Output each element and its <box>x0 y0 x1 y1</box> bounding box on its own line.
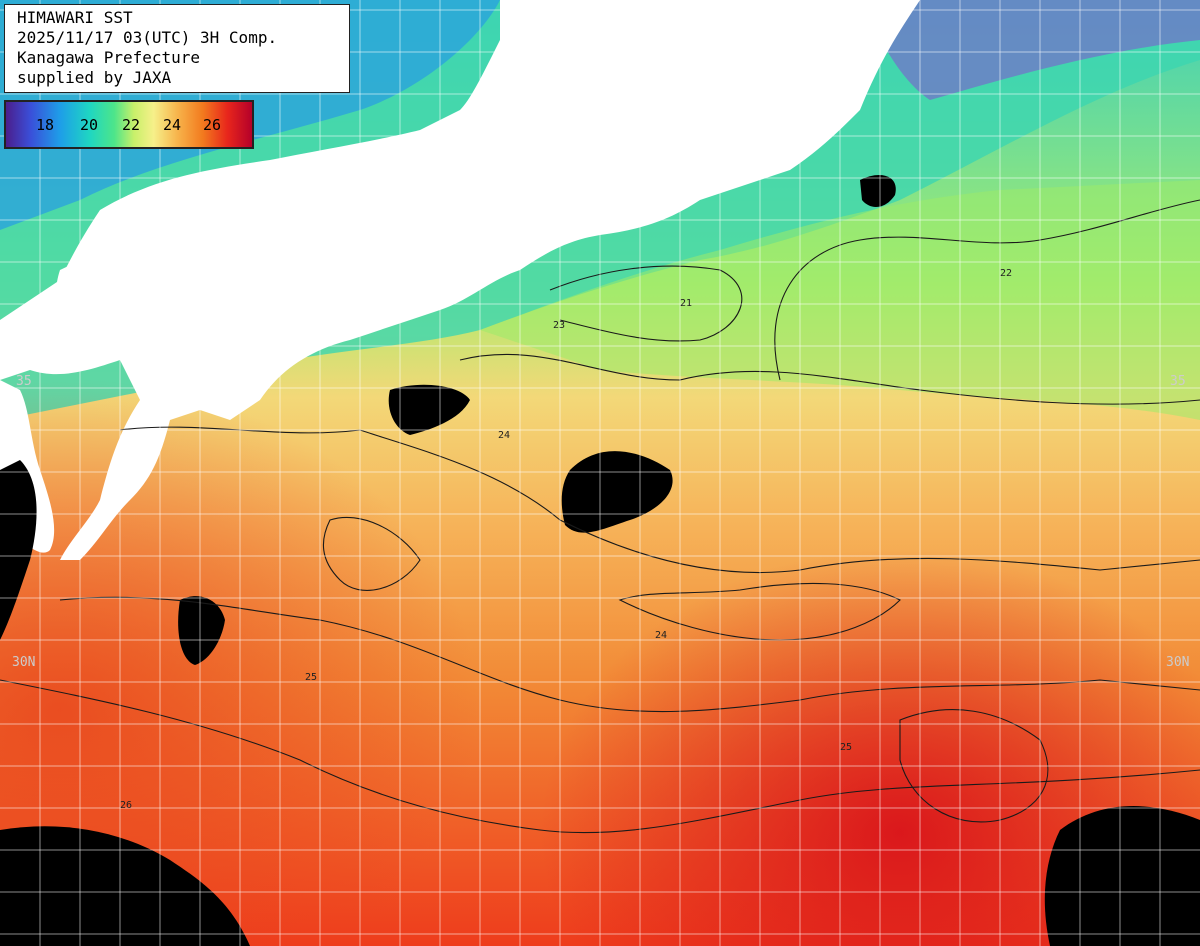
temperature-color-legend: 18 20 22 24 26 <box>4 100 254 149</box>
data-credit: supplied by JAXA <box>17 68 172 87</box>
latitude-label-right-35: 35 <box>1170 374 1186 389</box>
product-title: HIMAWARI SST <box>17 8 133 27</box>
land-shikoku <box>56 231 391 345</box>
contour-label: 25 <box>840 742 853 753</box>
region-name: Kanagawa Prefecture <box>17 48 201 67</box>
cloud-mask <box>0 826 250 946</box>
contour-label: 22 <box>1000 268 1013 279</box>
cloud-mask <box>388 384 470 435</box>
contour-label: 25 <box>305 672 318 683</box>
legend-tick-26: 26 <box>203 116 222 134</box>
cloud-mask <box>1044 806 1200 946</box>
contour-label: 23 <box>553 320 566 331</box>
contour-label: 24 <box>498 430 511 441</box>
contour-label: 26 <box>120 800 133 811</box>
timestamp: 2025/11/17 03(UTC) 3H Comp. <box>17 28 278 47</box>
legend-tick-18: 18 <box>36 116 55 134</box>
image-info-box: HIMAWARI SST 2025/11/17 03(UTC) 3H Comp.… <box>4 4 350 93</box>
legend-tick-24: 24 <box>163 116 182 134</box>
contour-label: 21 <box>680 298 693 309</box>
latitude-label-right-30n: 30N <box>1166 655 1190 670</box>
latitude-label-left-30n: 30N <box>12 655 36 670</box>
cloud-mask <box>178 596 225 665</box>
legend-tick-20: 20 <box>80 116 99 134</box>
land-honshu <box>0 0 920 560</box>
latitude-label-left-35: 35 <box>16 374 32 389</box>
legend-tick-22: 22 <box>122 116 141 134</box>
cloud-mask <box>0 460 37 640</box>
cloud-mask <box>860 175 896 207</box>
contour-label: 24 <box>655 630 668 641</box>
land-island <box>478 150 497 187</box>
cloud-mask <box>561 451 673 533</box>
